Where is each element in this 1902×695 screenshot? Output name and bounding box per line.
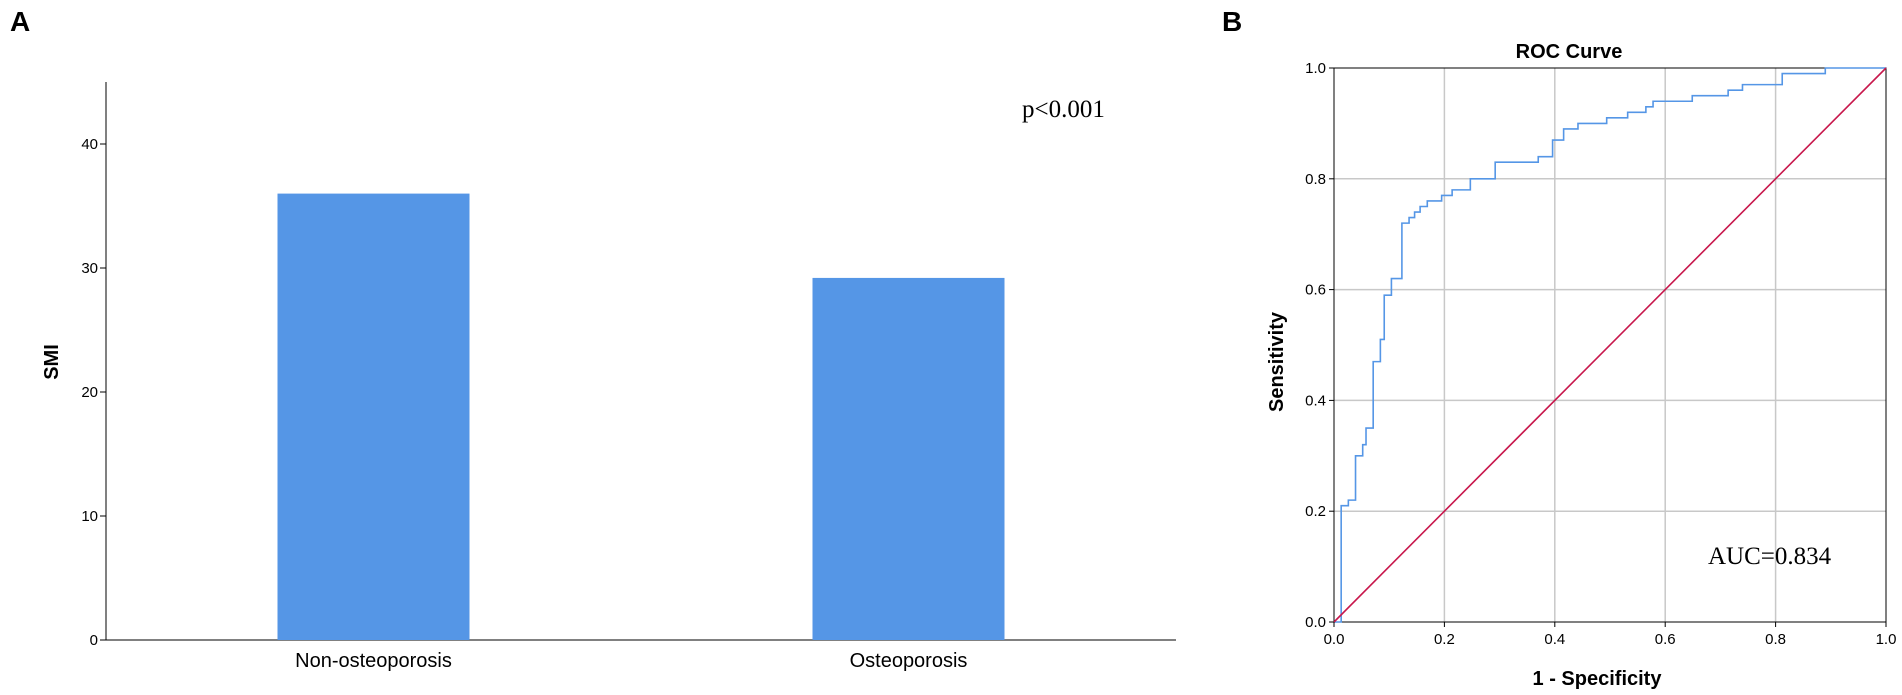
panel-b-y-tick-label: 0.4 [1305,392,1326,409]
panel-b-y-tick-label: 0.2 [1305,503,1326,520]
panel-a-y-tick-label: 10 [81,508,98,525]
panel-b-x-tick-label: 1.0 [1876,631,1897,648]
panel-a-y-tick-label: 0 [90,632,98,649]
panel-b-letter: B [1222,6,1242,37]
panel-a-p-value: p<0.001 [1022,96,1105,123]
roc-curve-line [1334,67,1886,623]
panel-b-y-tick-label: 0.0 [1305,614,1326,631]
panel-a-y-tick-label: 30 [81,260,98,277]
panel-a-category-labels: Non-osteoporosis Osteoporosis [295,650,967,672]
panel-b-series [1333,67,1887,623]
bar-osteoporosis [812,277,1005,640]
panel-b-x-tick-label: 0.0 [1324,631,1345,648]
panel-b: B ROC Curve 0.0 0.2 0.4 0.6 0.8 1.0 0.0 0.2 0.4… [1222,6,1896,690]
panel-b-x-tick-label: 0.8 [1765,631,1786,648]
panel-a-y-axis-title: SMI [41,344,63,380]
panel-b-x-tick-label: 0.4 [1544,631,1565,648]
panel-b-y-tick-label: 1.0 [1305,60,1326,77]
panel-b-y-tick-label: 0.6 [1305,282,1326,299]
panel-a-y-ticks: 0 10 20 30 40 [81,136,106,649]
bar-non-osteoporosis [277,193,470,640]
panel-a-bars [277,193,1005,640]
panel-b-y-axis-title: Sensitivity [1266,311,1288,412]
panel-b-x-ticks: 0.0 0.2 0.4 0.6 0.8 1.0 [1324,622,1897,648]
panel-b-grid [1334,68,1886,622]
panel-b-x-tick-label: 0.6 [1655,631,1676,648]
reference-diagonal-line [1333,67,1887,623]
panel-b-y-tick-label: 0.8 [1305,171,1326,188]
panel-a-y-tick-label: 40 [81,136,98,153]
panel-b-x-tick-label: 0.2 [1434,631,1455,648]
panel-b-plot-frame [1333,67,1887,623]
panel-b-auc-label: AUC=0.834 [1708,543,1832,570]
panel-a: A 0 10 20 30 40 Non-osteoporosis Osteoporosis… [10,6,1176,672]
panel-a-y-tick-label: 20 [81,384,98,401]
panel-a-axes [105,82,1176,641]
panel-b-x-axis-title: 1 - Specificity [1533,668,1663,690]
panel-b-chart-title: ROC Curve [1516,41,1623,63]
panel-a-letter: A [10,6,30,37]
category-label: Osteoporosis [850,650,968,672]
category-label: Non-osteoporosis [295,650,452,672]
panel-b-y-ticks: 0.0 0.2 0.4 0.6 0.8 1.0 [1305,60,1334,631]
